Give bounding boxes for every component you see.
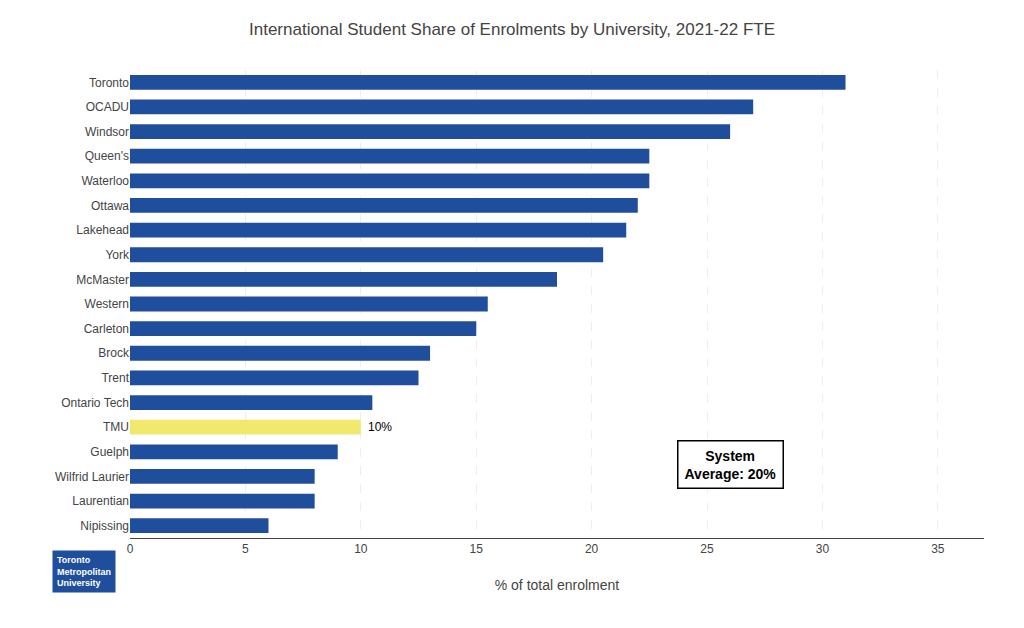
svg-text:OCADU: OCADU (86, 100, 129, 114)
svg-text:0: 0 (127, 542, 134, 556)
svg-text:Nipissing: Nipissing (80, 519, 129, 533)
svg-text:Guelph: Guelph (90, 445, 129, 459)
svg-text:Queen's: Queen's (85, 149, 129, 163)
svg-text:5: 5 (242, 542, 249, 556)
svg-text:Waterloo: Waterloo (81, 174, 129, 188)
svg-text:York: York (105, 248, 130, 262)
svg-text:Ottawa: Ottawa (91, 199, 129, 213)
svg-text:Western: Western (85, 297, 129, 311)
svg-text:10: 10 (354, 542, 368, 556)
svg-text:Laurentian: Laurentian (72, 494, 129, 508)
svg-text:International Student Share of: International Student Share of Enrolment… (249, 20, 775, 39)
svg-text:Carleton: Carleton (84, 322, 129, 336)
svg-text:Windsor: Windsor (85, 125, 129, 139)
svg-text:Wilfrid Laurier: Wilfrid Laurier (55, 470, 129, 484)
svg-text:TMU: TMU (103, 420, 129, 434)
svg-text:10%: 10% (368, 420, 392, 434)
svg-text:Toronto: Toronto (89, 76, 129, 90)
svg-text:30: 30 (816, 542, 830, 556)
svg-text:Ontario Tech: Ontario Tech (61, 396, 129, 410)
svg-text:15: 15 (470, 542, 484, 556)
svg-text:Lakehead: Lakehead (76, 223, 129, 237)
svg-text:SystemAverage: 20%: SystemAverage: 20% (685, 448, 777, 482)
svg-text:25: 25 (700, 542, 714, 556)
svg-text:Brock: Brock (98, 346, 130, 360)
svg-text:20: 20 (585, 542, 599, 556)
svg-text:TorontoMetropolitanUniversity: TorontoMetropolitanUniversity (57, 555, 111, 588)
svg-text:% of total enrolment: % of total enrolment (495, 577, 620, 593)
svg-text:McMaster: McMaster (76, 273, 129, 287)
svg-text:35: 35 (931, 542, 945, 556)
svg-text:Trent: Trent (101, 371, 129, 385)
